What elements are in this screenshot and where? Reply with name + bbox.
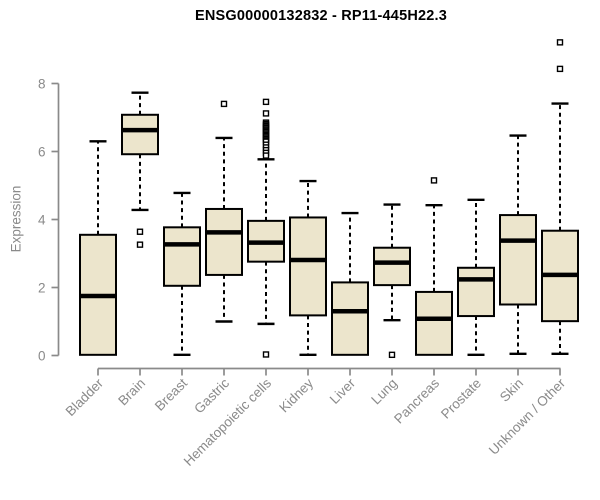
boxplot-gastric xyxy=(205,100,243,323)
y-tick-label: 8 xyxy=(38,76,46,91)
x-tick-label: Brain xyxy=(115,376,148,409)
y-tick-label: 6 xyxy=(38,144,46,159)
iqr-box xyxy=(457,266,495,318)
iqr-box xyxy=(163,226,201,287)
outlier-point xyxy=(430,177,438,184)
x-tick-label: Breast xyxy=(152,375,190,413)
outlier-point xyxy=(262,152,270,159)
x-tick-label: Prostate xyxy=(438,376,484,422)
boxplot-pancreas xyxy=(415,177,453,356)
chart-title: ENSG00000132832 - RP11-445H22.3 xyxy=(194,8,448,24)
boxplot-kidney xyxy=(289,179,327,357)
x-tick-label: Lung xyxy=(368,376,400,408)
x-tick-label: Gastric xyxy=(191,375,232,416)
y-tick-label: 4 xyxy=(38,212,46,227)
iqr-box xyxy=(415,290,453,356)
iqr-box xyxy=(499,214,537,306)
x-tick-label: Unknown / Other xyxy=(486,375,569,458)
boxplot-unknown-other xyxy=(541,39,579,355)
x-tick-label: Liver xyxy=(327,375,359,407)
outlier-point xyxy=(220,100,228,108)
boxplot-liver xyxy=(331,211,369,356)
y-tick-label: 0 xyxy=(38,348,46,363)
outlier-point xyxy=(262,110,270,117)
outlier-point xyxy=(136,241,144,248)
x-tick-label: Skin xyxy=(497,376,526,405)
boxplot-lung xyxy=(373,203,411,359)
x-tick-label: Bladder xyxy=(63,375,107,419)
boxplot-bladder xyxy=(79,140,117,356)
boxplot-prostate xyxy=(457,198,495,357)
y-tick-label: 2 xyxy=(38,280,46,295)
y-axis: 0 2 4 6 8 xyxy=(38,76,60,363)
boxplot-brain xyxy=(121,91,159,248)
boxplot-hematopoietic-cells xyxy=(247,98,285,358)
iqr-box xyxy=(121,113,159,156)
outlier-point xyxy=(262,98,270,106)
iqr-box xyxy=(289,216,327,317)
boxplot-breast xyxy=(163,191,201,357)
outlier-point xyxy=(556,39,564,46)
outlier-point xyxy=(262,351,270,358)
iqr-box xyxy=(205,207,243,276)
x-tick-label: Kidney xyxy=(276,375,316,415)
outlier-point xyxy=(388,351,396,359)
x-tick-label: Pancreas xyxy=(391,375,442,426)
outlier-point xyxy=(556,65,564,73)
iqr-box xyxy=(373,246,411,287)
outlier-point xyxy=(136,228,144,235)
boxplot-skin xyxy=(499,134,537,355)
iqr-box xyxy=(331,281,369,356)
